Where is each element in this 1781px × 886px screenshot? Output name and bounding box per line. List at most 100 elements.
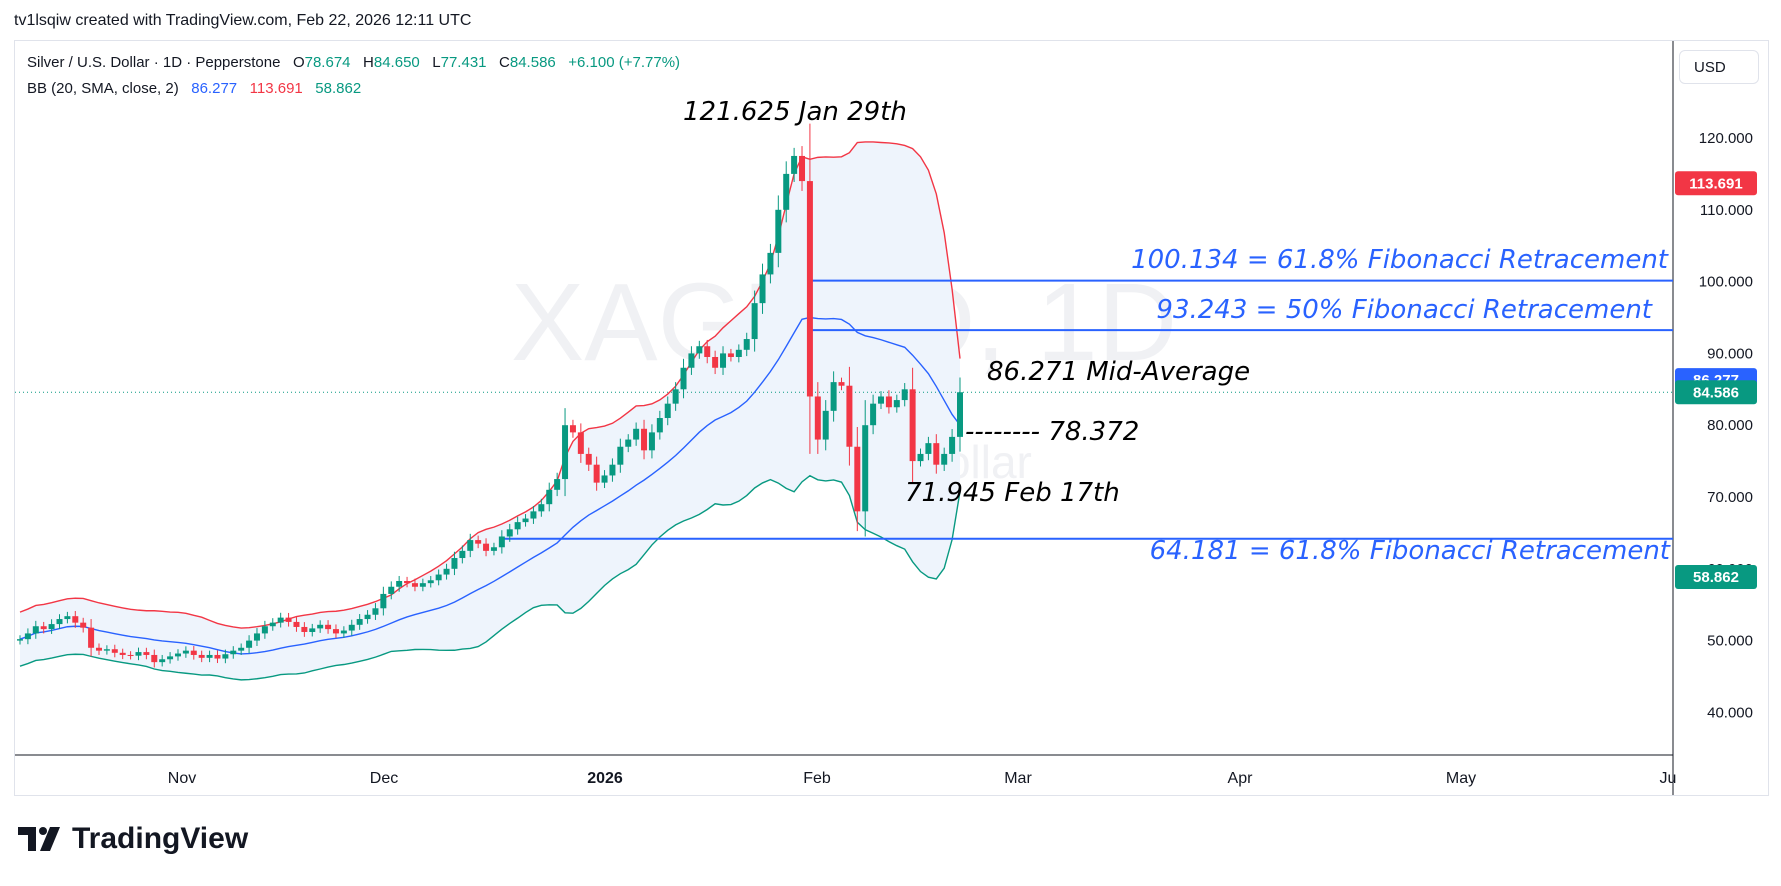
low-label: L bbox=[432, 54, 441, 71]
bb-upper-value: 113.691 bbox=[249, 80, 303, 97]
close-value: 84.586 bbox=[509, 54, 556, 71]
candle bbox=[317, 624, 324, 629]
candle bbox=[388, 586, 395, 594]
candle bbox=[48, 624, 55, 630]
candle bbox=[72, 616, 79, 623]
open-label: O bbox=[292, 54, 305, 71]
candle bbox=[885, 396, 892, 408]
candle bbox=[222, 654, 229, 659]
candle bbox=[680, 367, 687, 390]
candle bbox=[348, 624, 355, 631]
candle bbox=[656, 418, 663, 433]
candle bbox=[830, 382, 837, 411]
brand-name: TradingView bbox=[72, 822, 249, 855]
x-tick-label: Ju bbox=[1660, 770, 1677, 787]
candle bbox=[190, 650, 197, 655]
y-tick-label: 70.000 bbox=[1707, 489, 1753, 506]
candle bbox=[514, 522, 521, 530]
candle bbox=[743, 339, 750, 350]
candle bbox=[404, 581, 411, 584]
y-tick-label: 80.000 bbox=[1707, 417, 1753, 434]
candle bbox=[799, 155, 806, 182]
candle bbox=[269, 622, 276, 627]
candle bbox=[688, 353, 695, 368]
candle bbox=[593, 464, 600, 483]
candle bbox=[759, 274, 766, 304]
candle bbox=[735, 349, 742, 357]
bb-basis-line bbox=[19, 316, 961, 655]
candle bbox=[822, 410, 829, 440]
candle bbox=[727, 353, 734, 357]
candle bbox=[111, 649, 118, 653]
candle bbox=[791, 155, 798, 174]
tradingview-logo: TradingView bbox=[18, 822, 248, 859]
candle bbox=[712, 356, 719, 368]
price-badge bbox=[1675, 564, 1757, 589]
candle bbox=[301, 626, 308, 632]
candle bbox=[332, 629, 339, 634]
candle bbox=[941, 453, 948, 465]
candle bbox=[32, 626, 39, 634]
candle bbox=[475, 540, 482, 544]
candle bbox=[467, 540, 474, 551]
candle bbox=[151, 654, 158, 663]
candle bbox=[585, 453, 592, 465]
chart-frame bbox=[14, 40, 1769, 796]
candle bbox=[862, 425, 869, 512]
candle bbox=[933, 443, 940, 465]
candle bbox=[870, 403, 877, 426]
close-label: C bbox=[499, 54, 510, 71]
candle bbox=[159, 659, 166, 663]
candle bbox=[119, 652, 126, 655]
candle bbox=[451, 558, 458, 569]
x-tick-label: Nov bbox=[168, 770, 196, 787]
y-tick-label: 90.000 bbox=[1707, 345, 1753, 362]
candle bbox=[577, 432, 584, 454]
candle bbox=[498, 536, 505, 548]
x-tick-label: Mar bbox=[1004, 770, 1032, 787]
open-value: 78.674 bbox=[304, 54, 351, 71]
candle bbox=[411, 583, 418, 587]
candle bbox=[206, 654, 213, 658]
y-tick-label: 110.000 bbox=[1700, 202, 1753, 219]
candle bbox=[459, 550, 466, 559]
candle bbox=[103, 649, 110, 651]
candle bbox=[64, 616, 71, 620]
candle bbox=[372, 608, 379, 615]
candle bbox=[285, 617, 292, 622]
bb-legend[interactable]: BB (20, SMA, close, 2) 86.277 113.691 58… bbox=[27, 80, 361, 97]
candle bbox=[135, 652, 142, 656]
change-value: +6.100 (+7.77%) bbox=[568, 54, 681, 71]
candle bbox=[80, 622, 87, 628]
x-tick-label: 2026 bbox=[587, 770, 623, 787]
candle bbox=[380, 593, 387, 609]
price-badge-label: 58.862 bbox=[1693, 569, 1739, 586]
fib-label: 64.181 = 61.8% Fibonacci Retracement bbox=[1150, 536, 1671, 566]
candle bbox=[88, 627, 95, 648]
y-tick-label: 40.000 bbox=[1707, 704, 1753, 721]
candle bbox=[538, 504, 545, 512]
price-badge bbox=[1675, 171, 1757, 196]
candle bbox=[356, 619, 363, 625]
y-tick-label: 100.000 bbox=[1699, 274, 1753, 291]
candle bbox=[562, 425, 569, 480]
fib-label: 100.134 = 61.8% Fibonacci Retracement bbox=[1131, 245, 1669, 275]
tradingview-logo-icon bbox=[18, 825, 64, 859]
candle bbox=[957, 392, 963, 437]
candle bbox=[554, 479, 561, 490]
candle bbox=[720, 353, 727, 368]
bb-label: BB (20, SMA, close, 2) bbox=[27, 80, 179, 97]
low-value: 77.431 bbox=[440, 54, 487, 71]
candle bbox=[143, 652, 150, 655]
candle bbox=[174, 653, 181, 657]
candle bbox=[506, 529, 513, 537]
candle bbox=[814, 396, 821, 440]
created-caption: tv1lsqiw created with TradingView.com, F… bbox=[14, 12, 472, 29]
y-tick-label: 50.000 bbox=[1707, 633, 1753, 650]
candle bbox=[435, 574, 442, 581]
candle bbox=[846, 385, 853, 447]
symbol-title[interactable]: Silver / U.S. Dollar · 1D · Pepperstone bbox=[27, 54, 281, 71]
currency-button[interactable]: USD bbox=[1679, 50, 1759, 84]
candle bbox=[601, 475, 608, 483]
